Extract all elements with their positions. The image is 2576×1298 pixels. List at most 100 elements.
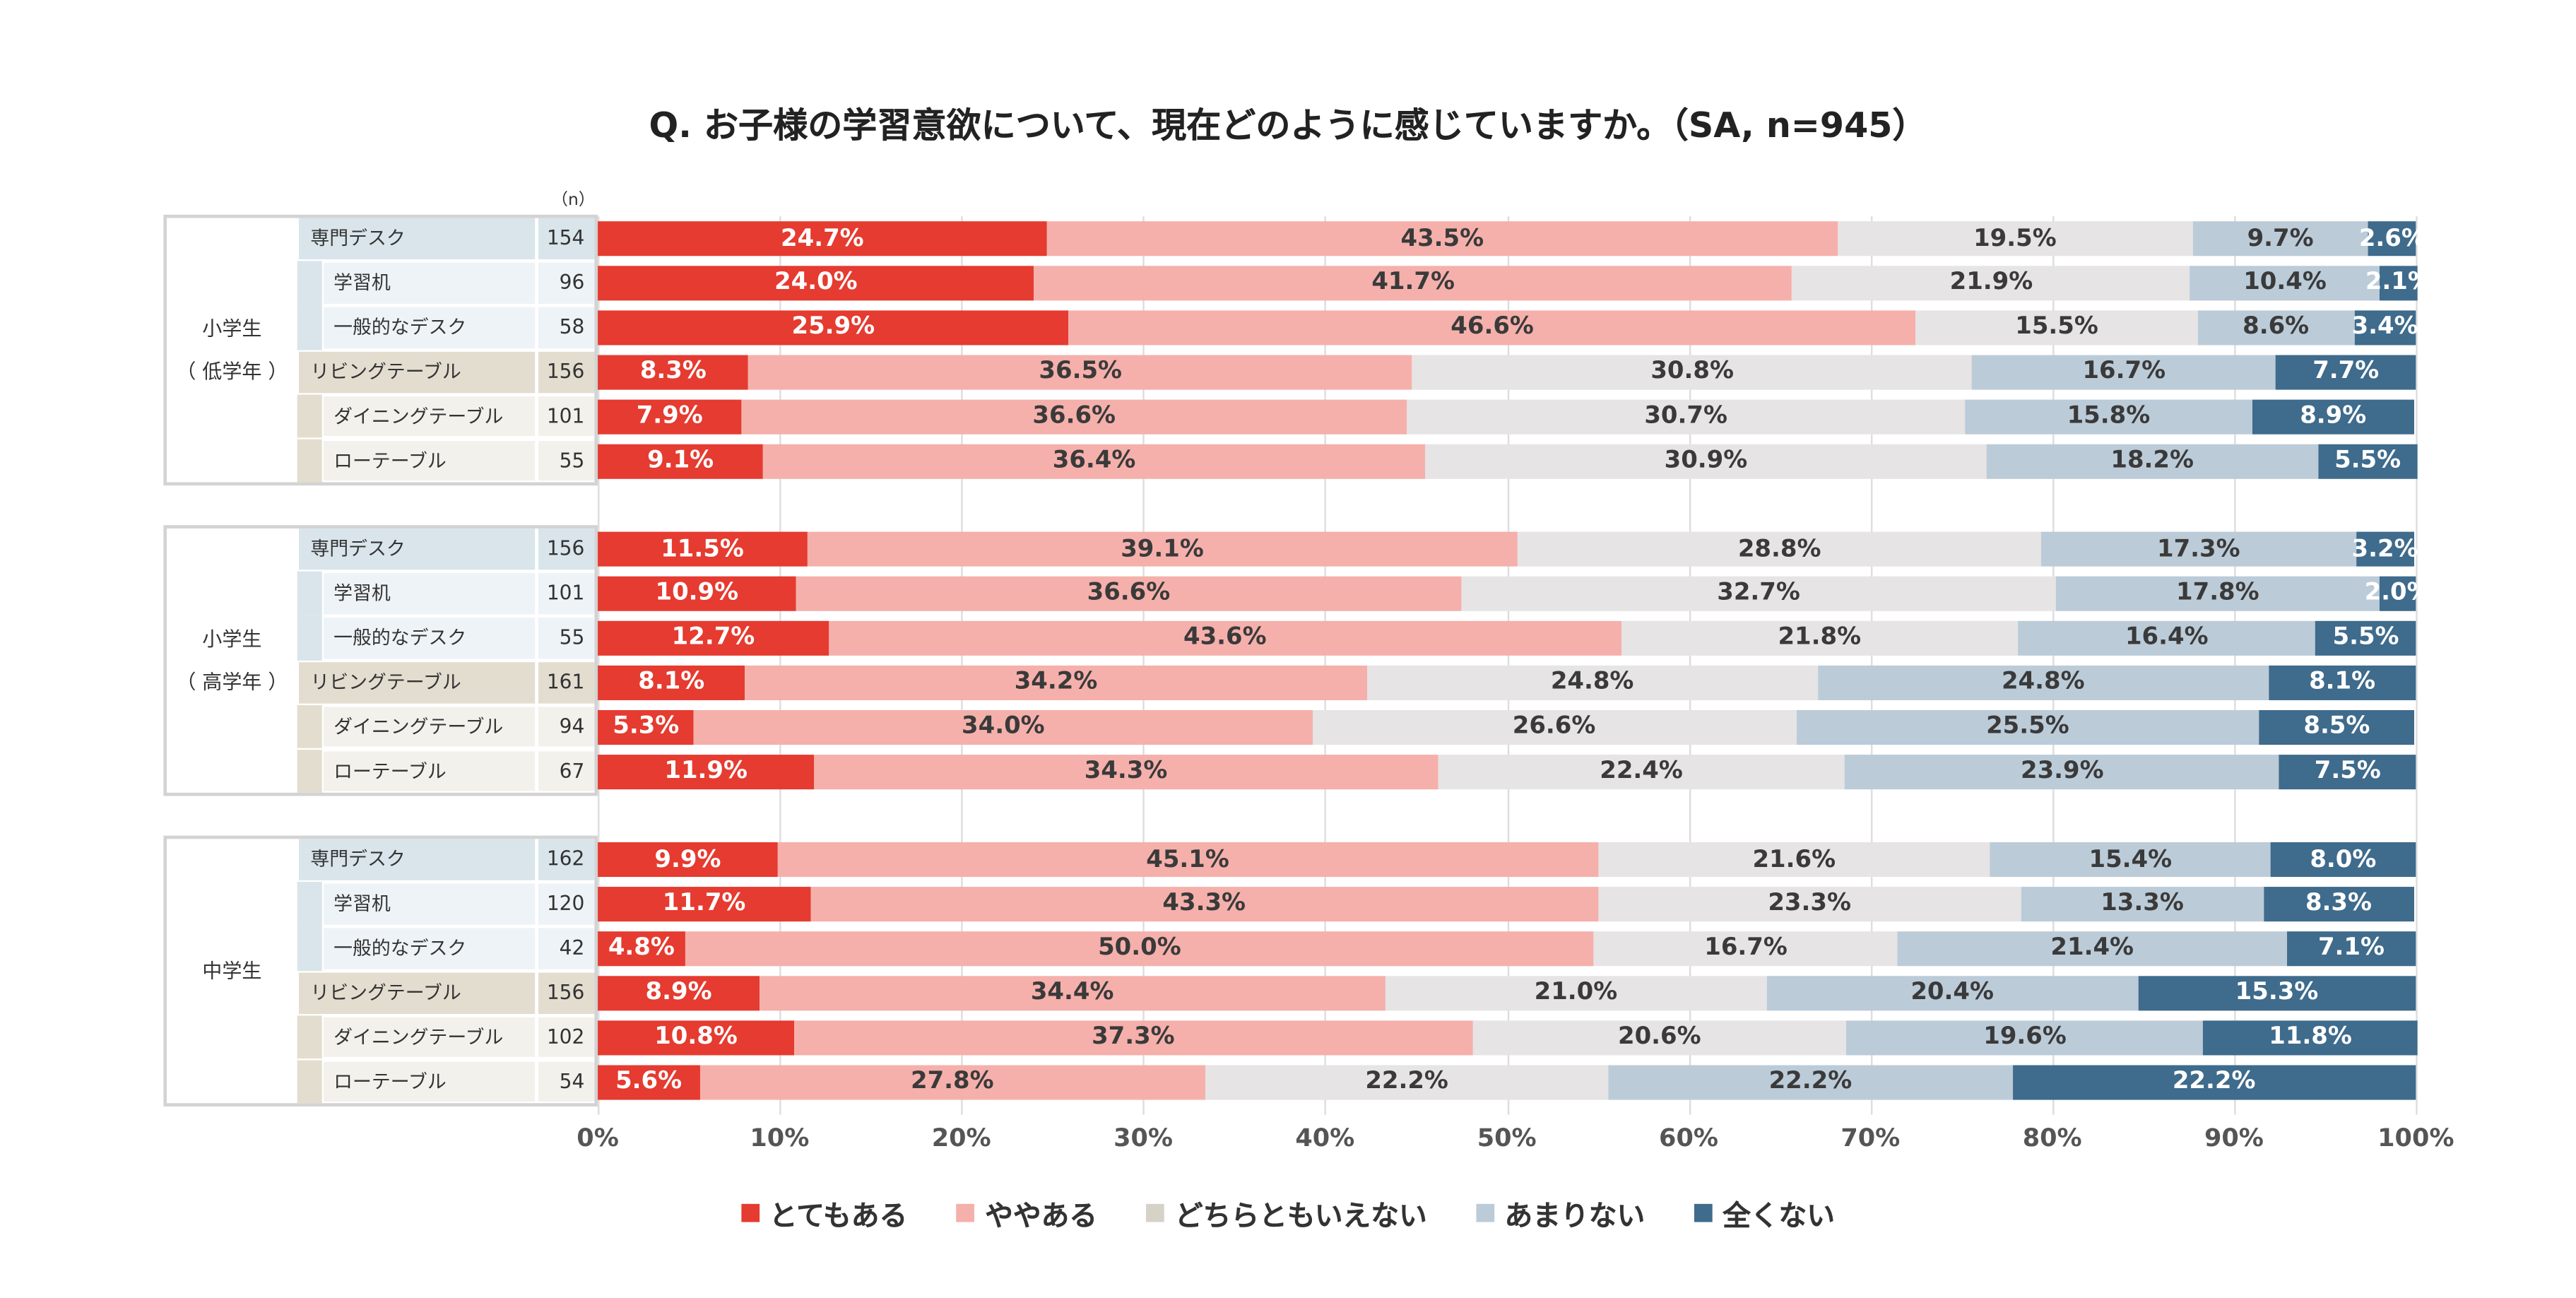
group-label: 小学生 （ 高学年 ）: [167, 529, 297, 793]
group-label-line: 小学生: [202, 627, 262, 651]
n-value: 67: [538, 750, 595, 792]
n-value: 156: [538, 972, 595, 1014]
bar-segment-4: 15.4%: [1990, 842, 2271, 878]
data-label: 25.5%: [1986, 713, 2069, 741]
data-label: 5.5%: [2334, 447, 2401, 474]
bar-segment-4: 13.3%: [2021, 886, 2264, 921]
n-value: 156: [538, 351, 595, 393]
bar-segment-1: 5.3%: [598, 709, 695, 745]
n-value: 161: [538, 661, 595, 703]
bar-segment-4: 17.8%: [2055, 576, 2380, 611]
data-label: 16.4%: [2125, 625, 2209, 651]
data-label: 5.6%: [615, 1068, 683, 1095]
category-label: リビングテーブル: [299, 661, 536, 703]
bar-segment-1: 10.9%: [598, 576, 796, 611]
bar-segment-4: 9.7%: [2192, 221, 2369, 256]
category-label: リビングテーブル: [299, 351, 536, 393]
n-value: 55: [538, 617, 595, 659]
bar-segment-3: 30.7%: [1407, 399, 1966, 434]
bar-segment-5: 5.5%: [2315, 620, 2416, 656]
bar-segment-1: 11.9%: [598, 753, 815, 789]
data-label: 22.2%: [1768, 1068, 1853, 1095]
bar-segment-2: 41.7%: [1034, 266, 1792, 301]
bar-segment-5: 15.3%: [2137, 975, 2416, 1010]
bar-segment-5: 3.4%: [2352, 309, 2418, 346]
group-label: 中学生: [167, 839, 297, 1104]
group-label-line: 中学生: [202, 960, 262, 984]
bar-segment-2: 34.2%: [745, 665, 1367, 700]
bar-segment-3: 24.8%: [1366, 665, 1818, 700]
legend-swatch: [1694, 1203, 1713, 1222]
n-value: 154: [538, 218, 595, 259]
bar-segment-4: 19.6%: [1846, 1020, 2204, 1055]
x-tick-label: 30%: [1113, 1123, 1173, 1153]
x-tick-label: 100%: [2377, 1123, 2454, 1153]
category-label: 一般的なデスク: [324, 928, 536, 969]
legend-swatch: [1476, 1203, 1495, 1222]
data-label: 17.8%: [2176, 580, 2259, 607]
bar-segment-2: 34.0%: [694, 709, 1313, 745]
bar-segment-4: 8.6%: [2197, 309, 2354, 346]
bar-segment-1: 8.3%: [598, 354, 749, 389]
bar-segment-5: 7.7%: [2276, 354, 2416, 389]
x-tick-label: 50%: [1477, 1123, 1537, 1153]
category-indent: [297, 1059, 322, 1104]
category-label: 学習机: [324, 572, 536, 614]
data-label: 8.1%: [638, 669, 705, 696]
data-label: 11.8%: [2269, 1024, 2352, 1051]
x-tick-label: 40%: [1295, 1123, 1355, 1153]
category-label: ローテーブル: [324, 1061, 536, 1102]
legend-item: ややある: [957, 1192, 1097, 1234]
category-label: ダイニングテーブル: [324, 1016, 536, 1058]
bar-segment-2: 34.4%: [760, 975, 1386, 1010]
data-label: 7.1%: [2317, 935, 2385, 962]
data-label: 8.6%: [2243, 314, 2310, 341]
data-label: 5.3%: [613, 713, 680, 741]
bar-segment-2: 36.4%: [763, 443, 1425, 478]
data-label: 30.9%: [1664, 447, 1748, 474]
bar-segment-2: 43.5%: [1046, 221, 1838, 256]
data-label: 21.6%: [1752, 846, 1836, 873]
chart-title: Q. お子様の学習意欲について、現在どのように感じていますか。（SA, n=94…: [649, 105, 1927, 146]
legend-item: とてもある: [741, 1192, 907, 1234]
legend-swatch: [957, 1203, 976, 1222]
bar-segment-2: 50.0%: [685, 931, 1595, 966]
data-label: 8.5%: [2303, 713, 2370, 741]
data-label: 15.8%: [2067, 403, 2151, 430]
bar-segment-2: 27.8%: [699, 1064, 1205, 1099]
legend-item: どちらともいえない: [1147, 1192, 1427, 1234]
data-label: 22.4%: [1600, 757, 1683, 785]
bar-segment-5: 8.9%: [2252, 399, 2414, 434]
category-label: ダイニングテーブル: [324, 395, 536, 437]
group-label: 小学生 （ 低学年 ）: [167, 218, 297, 483]
data-label: 23.3%: [1768, 890, 1851, 918]
bar-segment-1: 25.9%: [598, 309, 1069, 346]
bar-segment-3: 32.7%: [1461, 576, 2056, 611]
bar-segment-3: 15.5%: [1915, 309, 2198, 346]
data-label: 19.5%: [1973, 225, 2057, 252]
data-label: 43.5%: [1400, 225, 1484, 252]
category-label: 学習机: [324, 262, 536, 304]
bar-segment-3: 20.6%: [1472, 1020, 1847, 1055]
data-label: 28.8%: [1737, 536, 1821, 562]
bar-segment-4: 15.8%: [1965, 399, 2252, 434]
data-label: 19.6%: [1983, 1024, 2067, 1051]
data-label: 36.4%: [1052, 447, 1136, 474]
n-value: 54: [538, 1061, 595, 1102]
category-indent: [297, 261, 322, 305]
legend-label: 全くない: [1723, 1200, 1835, 1234]
bar-segment-3: 30.8%: [1412, 354, 1973, 389]
data-label: 2.0%: [2364, 580, 2431, 607]
data-label: 11.9%: [664, 757, 748, 785]
data-label: 21.4%: [2050, 935, 2134, 962]
bar-segment-5: 11.8%: [2203, 1020, 2418, 1055]
bar-segment-1: 11.5%: [598, 531, 807, 567]
bar-segment-5: 8.1%: [2268, 665, 2416, 700]
data-label: 24.8%: [1550, 669, 1634, 696]
x-tick-label: 20%: [931, 1123, 991, 1153]
data-label: 9.9%: [654, 846, 721, 873]
data-label: 4.8%: [608, 935, 675, 962]
n-value: 94: [538, 706, 595, 748]
data-label: 25.9%: [791, 314, 875, 341]
